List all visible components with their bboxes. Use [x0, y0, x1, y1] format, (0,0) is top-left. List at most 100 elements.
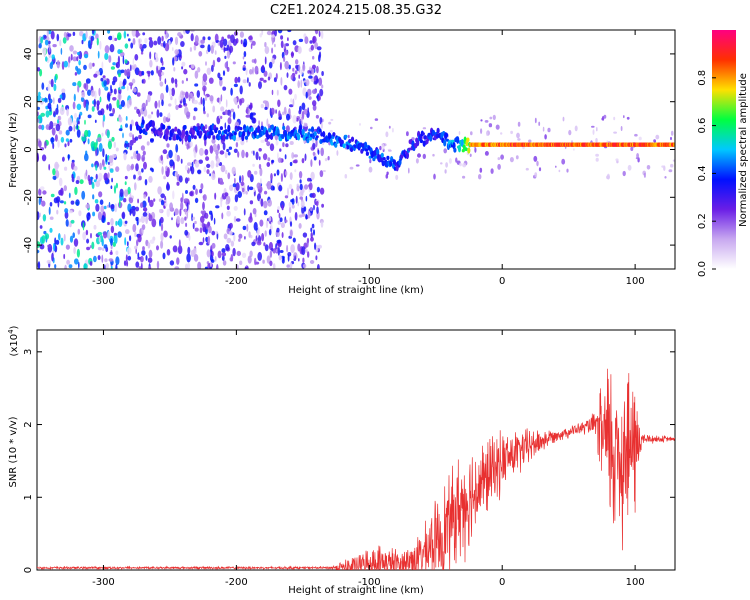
spectrogram-speckle: [50, 30, 55, 40]
spectrogram-speckle: [127, 33, 129, 37]
spectrogram-speckle: [232, 111, 236, 120]
spectrogram-speckle: [208, 225, 212, 234]
spectrogram-speckle: [169, 202, 174, 211]
spectrogram-ridge-mark: [310, 126, 315, 133]
spectrogram-speckle: [169, 88, 172, 97]
spectrogram-speckle: [77, 85, 80, 93]
spectrogram-speckle: [100, 77, 104, 82]
spectrogram-speckle: [210, 259, 215, 263]
spectrogram-ridge-mark: [344, 134, 348, 139]
spectrogram-speckle: [42, 214, 47, 222]
spectrogram-speckle: [308, 66, 312, 71]
spectrogram-speckle: [291, 198, 295, 205]
spectrogram-speckle: [298, 64, 301, 73]
spectrogram-speckle: [186, 77, 188, 82]
spectrogram-speckle: [101, 61, 104, 70]
spectrogram-ridge-mark: [239, 126, 243, 131]
spectrogram-speckle: [207, 44, 211, 53]
spectrogram-speckle: [261, 30, 264, 36]
spectrogram-speckle: [41, 235, 46, 244]
spectrogram-speckle: [497, 157, 501, 161]
spectrogram-speckle: [206, 67, 211, 76]
spectrogram-speckle: [219, 39, 224, 48]
spectrogram-speckle: [241, 175, 244, 183]
spectrogram-speckle: [130, 163, 135, 170]
spectrogram-speckle: [92, 194, 95, 200]
spectrogram-ridge-mark: [181, 129, 185, 138]
snr-y-ticks: 0 1 2 3: [23, 349, 675, 573]
spectrogram-speckle: [246, 224, 249, 232]
spectrogram-speckle: [126, 247, 132, 255]
spectrogram-speckle: [536, 160, 539, 167]
spectrogram-ridge-mark: [436, 127, 440, 134]
spectrogram-speckle: [39, 186, 45, 191]
spectrogram-ridge-mark: [217, 129, 222, 135]
spectrogram-speckle: [74, 112, 77, 119]
spectrogram-speckle: [83, 263, 88, 269]
spectrogram-speckle: [148, 249, 153, 258]
spectrogram-speckle: [38, 42, 42, 49]
spectrogram-speckle: [189, 47, 192, 52]
spectrogram-speckle: [163, 230, 168, 238]
spectrogram-speckle: [229, 257, 233, 262]
spectrogram-speckle: [91, 106, 95, 112]
spectrogram-speckle: [104, 264, 106, 269]
spectrogram-ridge-mark: [212, 135, 216, 140]
spectrogram-speckle: [224, 192, 229, 197]
spectrogram-speckle: [217, 157, 221, 164]
spectrogram-speckle: [87, 89, 92, 96]
spectrogram-speckle: [122, 55, 125, 65]
spectrogram-speckle: [195, 144, 198, 153]
spectrogram-speckle: [153, 198, 156, 202]
spectrogram-speckle: [486, 131, 488, 136]
spectrogram-speckle: [256, 229, 259, 238]
spectrogram-ridge-mark: [141, 119, 145, 125]
spectrogram-speckle: [88, 62, 93, 70]
spectrogram-speckle: [391, 127, 394, 133]
spectrogram-speckle: [395, 174, 399, 180]
spectrogram-ridge-mark: [374, 155, 378, 159]
spectrogram-speckle: [93, 98, 97, 108]
spectrogram-speckle: [258, 120, 260, 126]
spectrogram-speckle: [444, 169, 447, 174]
spectrogram-speckle: [266, 141, 271, 147]
spectrogram-speckle: [237, 191, 242, 198]
spectrogram-speckle: [68, 125, 73, 132]
spectrogram-speckle: [44, 39, 49, 46]
spectrogram-speckle: [281, 232, 284, 238]
spectrogram-speckle: [77, 228, 81, 235]
spectrogram-speckle: [252, 208, 257, 215]
spectrogram-speckle: [304, 184, 309, 190]
spectrogram-speckle: [245, 151, 249, 158]
spectrogram-speckle: [156, 260, 160, 269]
spectrogram-speckle: [286, 113, 290, 121]
spectrogram-speckle: [216, 264, 219, 269]
spectrogram-speckle: [172, 57, 175, 66]
spectrogram-speckle: [596, 127, 598, 132]
spectrogram-speckle: [142, 212, 148, 217]
spectrogram-speckle: [208, 77, 214, 84]
spectrogram-speckle: [49, 216, 54, 220]
spectrogram-speckle: [268, 61, 273, 69]
spectrogram-speckle: [300, 79, 303, 88]
spectrogram-speckle: [248, 231, 251, 238]
spectrogram-speckle: [237, 76, 241, 83]
spectrogram-speckle: [230, 87, 233, 96]
spectrogram-speckle: [109, 44, 115, 53]
spectrogram-speckle: [204, 266, 208, 269]
spectrogram-speckle: [193, 107, 198, 112]
spectrogram-speckle: [249, 69, 253, 75]
spectrogram-speckle: [56, 209, 59, 215]
x-tick-label: -100: [358, 577, 381, 588]
spectrogram-speckle: [308, 96, 312, 100]
spectrogram-speckle: [62, 156, 65, 162]
spectrogram-speckle: [344, 174, 348, 179]
spectrogram-speckle: [266, 255, 271, 264]
spectrogram-x-ticks: -300 -200 -100 0 100: [92, 30, 645, 287]
spectrogram-ridge-mark: [405, 151, 409, 160]
spectrogram-speckle: [167, 113, 171, 119]
spectrogram-speckle: [147, 242, 151, 249]
spectrogram-speckle: [248, 82, 251, 87]
spectrogram-speckle: [205, 223, 208, 230]
spectrogram-speckle: [217, 72, 221, 79]
